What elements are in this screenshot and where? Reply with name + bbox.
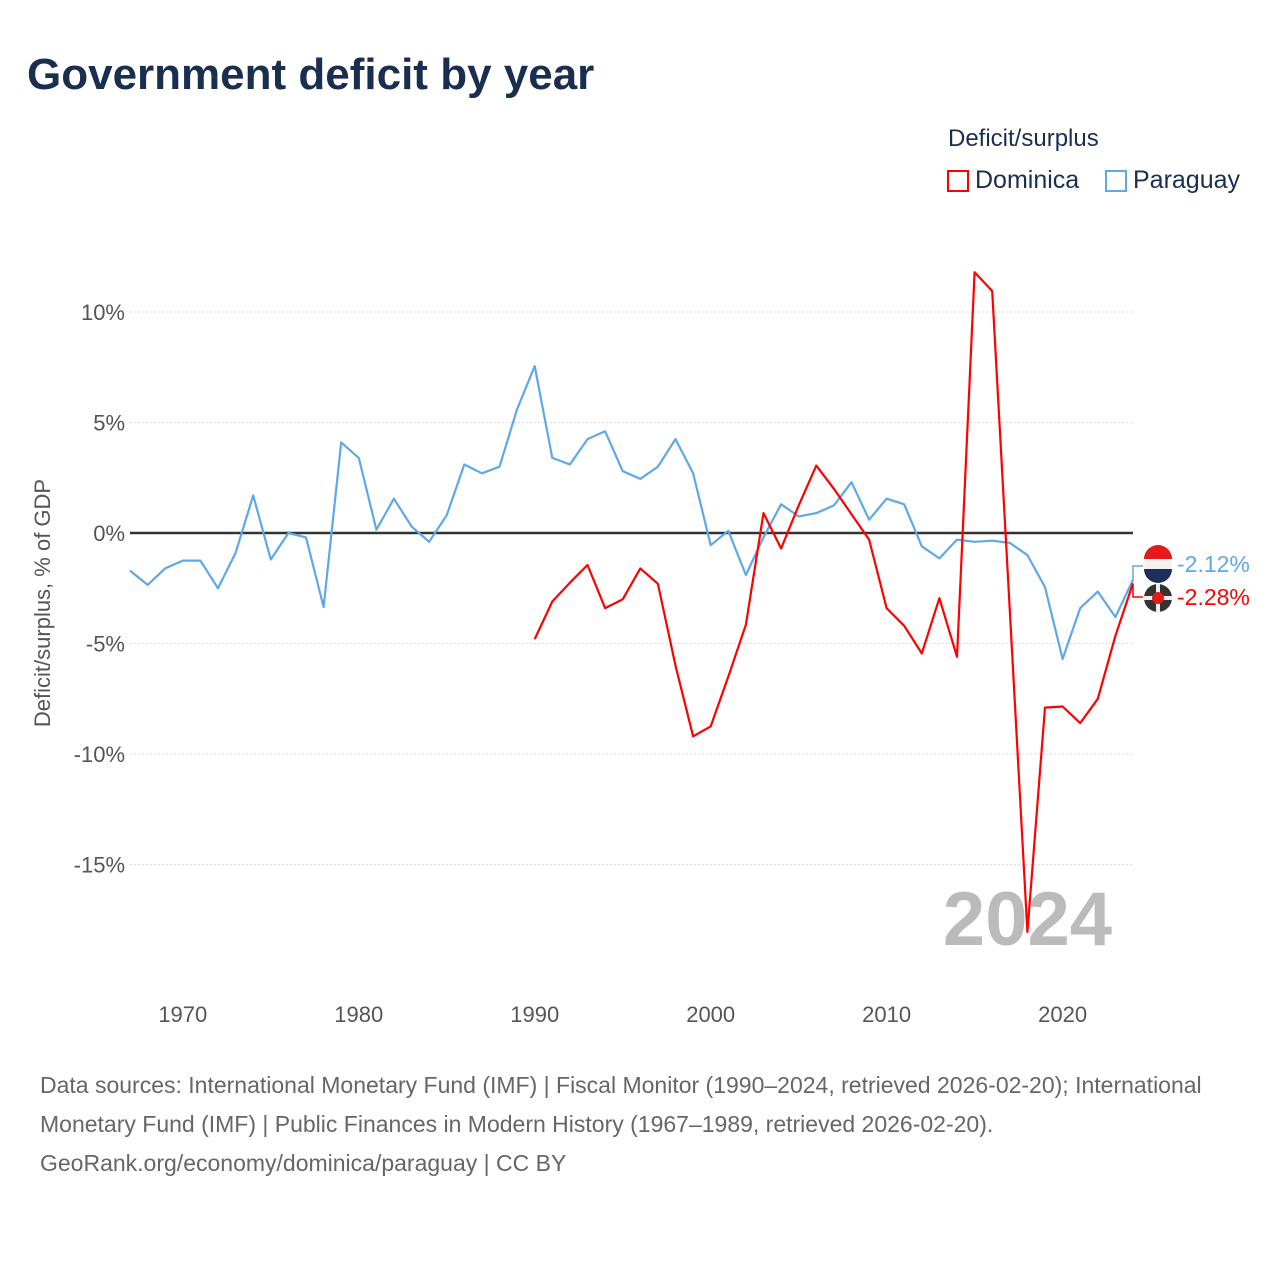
leader-line-paraguay (1132, 565, 1143, 580)
x-tick-label: 2000 (686, 1002, 735, 1027)
dominica-flag-icon (1144, 584, 1172, 612)
x-tick-label: 2010 (862, 1002, 911, 1027)
flag-disc (1152, 592, 1164, 604)
flag-red (1144, 545, 1172, 559)
footer: Data sources: International Monetary Fun… (40, 1066, 1240, 1183)
end-label-paraguay: -2.12% (1177, 551, 1250, 577)
legend-item-paraguay[interactable]: Paraguay (1105, 166, 1240, 195)
x-tick-label: 1990 (510, 1002, 559, 1027)
series-line-paraguay (129, 365, 1134, 661)
x-tick-label: 2020 (1038, 1002, 1087, 1027)
legend-label: Dominica (975, 166, 1080, 194)
x-tick-label: 1970 (158, 1002, 207, 1027)
legend-title: Deficit/surplus (948, 125, 1099, 152)
credit-link[interactable]: GeoRank.org/economy/dominica/paraguay | … (40, 1150, 567, 1176)
series-line-dominica (533, 271, 1135, 934)
y-axis-label: Deficit/surplus, % of GDP (30, 479, 55, 727)
y-tick-label: 10% (81, 300, 125, 325)
legend-swatch-dominica (947, 169, 969, 192)
data-sources: Data sources: International Monetary Fun… (40, 1072, 1202, 1137)
flag-blue (1144, 569, 1172, 583)
y-tick-label: -10% (74, 742, 125, 767)
chart-title: Government deficit by year (27, 50, 595, 99)
legend-swatch-paraguay (1105, 169, 1127, 192)
leader-line-dominica (1132, 583, 1143, 598)
legend-label: Paraguay (1133, 166, 1241, 194)
y-tick-label: -5% (86, 632, 125, 657)
x-tick-label: 1980 (334, 1002, 383, 1027)
y-tick-label: 5% (93, 411, 125, 436)
legend-item-dominica[interactable]: Dominica (947, 166, 1079, 195)
end-label-dominica: -2.28% (1177, 584, 1250, 610)
line-chart: 10% 5% 0% -5% -10% -15% 1970 1980 1990 2000 2010 20… (30, 271, 1250, 1027)
y-tick-label: -15% (74, 853, 125, 878)
paraguay-flag-icon (1144, 545, 1172, 583)
y-tick-label: 0% (93, 521, 125, 546)
